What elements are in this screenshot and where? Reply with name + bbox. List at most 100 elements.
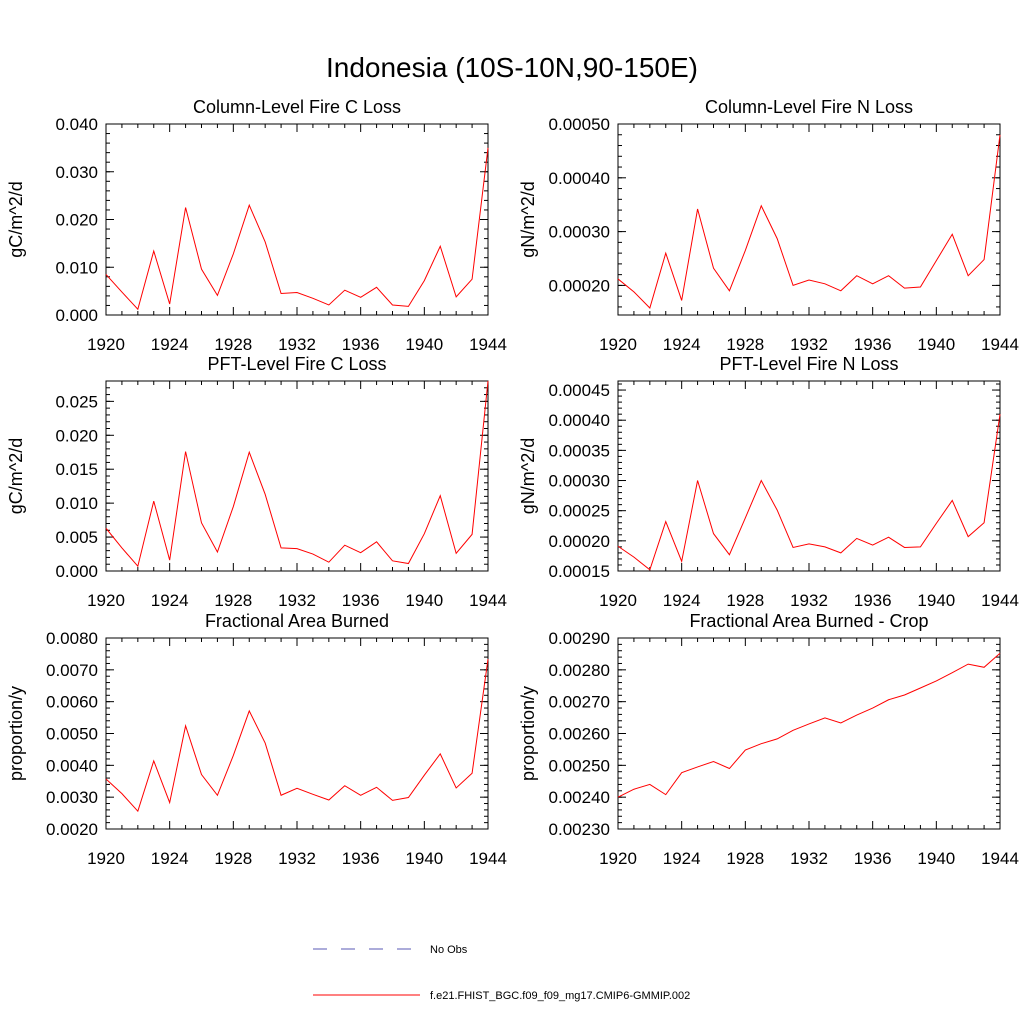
chart-panel-5: Fractional Area Burned proportion/y 1920 19… [6,611,507,868]
y-tick-label: 0.00250 [549,756,610,775]
y-tick-label: 0.00030 [549,472,610,491]
y-tick-label: 0.00035 [549,441,610,460]
x-tick-label: 1920 [87,591,125,610]
x-tick-label: 1932 [790,591,828,610]
x-tick-label: 1940 [917,335,955,354]
y-tick-label: 0.040 [55,115,98,134]
x-tick-label: 1944 [469,591,507,610]
legend-model-label: f.e21.FHIST_BGC.f09_f09_mg17.CMIP6-GMMIP… [430,990,690,1002]
plot-frame [105,380,489,572]
legend-obs-label: No Obs [430,944,468,956]
x-tick-label: 1924 [663,335,701,354]
y-tick-label: 0.00260 [549,725,610,744]
page-title: Indonesia (10S-10N,90-150E) [326,52,698,83]
chart-title: Column-Level Fire C Loss [193,97,401,117]
y-axis-label: gC/m^2/d [6,438,26,514]
series-line [617,134,1001,309]
x-tick-label: 1924 [151,335,189,354]
y-tick-label: 0.0030 [46,788,98,807]
series-line [617,652,1001,798]
x-tick-label: 1924 [663,591,701,610]
x-tick-label: 1932 [278,591,316,610]
y-tick-label: 0.00040 [549,411,610,430]
y-tick-label: 0.00240 [549,788,610,807]
y-tick-label: 0.020 [55,426,98,445]
y-tick-label: 0.025 [55,392,98,411]
x-tick-label: 1940 [405,849,443,868]
plot-frame [105,637,489,830]
x-tick-label: 1944 [469,335,507,354]
x-tick-label: 1940 [405,335,443,354]
y-tick-label: 0.000 [55,306,98,325]
y-tick-label: 0.020 [55,211,98,230]
chart-title: PFT-Level Fire C Loss [207,354,386,374]
x-tick-label: 1932 [278,849,316,868]
x-tick-label: 1920 [87,849,125,868]
y-axis-label: gN/m^2/d [518,438,538,514]
x-tick-label: 1928 [214,591,252,610]
x-tick-label: 1932 [790,335,828,354]
x-tick-label: 1944 [469,849,507,868]
y-axis-label: gN/m^2/d [518,181,538,257]
y-tick-label: 0.0020 [46,820,98,839]
y-tick-label: 0.00025 [549,502,610,521]
chart-panel-2: Column-Level Fire N Loss gN/m^2/d 1920 1924… [518,97,1019,354]
y-axis-label: proportion/y [518,686,538,781]
y-tick-label: 0.00270 [549,693,610,712]
y-axis-label: gC/m^2/d [6,181,26,257]
y-tick-label: 0.00230 [549,820,610,839]
chart-title: PFT-Level Fire N Loss [719,354,898,374]
x-tick-label: 1932 [790,849,828,868]
chart-panel-4: PFT-Level Fire N Loss gN/m^2/d 1920 1924 192… [518,354,1019,610]
y-tick-label: 0.030 [55,163,98,182]
x-tick-label: 1940 [917,591,955,610]
chart-title: Fractional Area Burned [205,611,389,631]
y-tick-label: 0.015 [55,460,98,479]
y-tick-label: 0.005 [55,528,98,547]
x-tick-label: 1936 [342,591,380,610]
x-tick-label: 1920 [599,335,637,354]
x-tick-label: 1944 [981,335,1019,354]
y-tick-label: 0.0070 [46,661,98,680]
y-tick-label: 0.00045 [549,381,610,400]
x-tick-label: 1932 [278,335,316,354]
y-tick-label: 0.00030 [549,223,610,242]
y-tick-label: 0.00015 [549,562,610,581]
x-tick-label: 1936 [854,849,892,868]
x-tick-label: 1940 [405,591,443,610]
chart-title: Fractional Area Burned - Crop [689,611,928,631]
x-tick-label: 1936 [342,335,380,354]
chart-title: Column-Level Fire N Loss [705,97,913,117]
legend: No Obs f.e21.FHIST_BGC.f09_f09_mg17.CMIP… [313,944,690,1002]
x-tick-label: 1928 [214,849,252,868]
plot-frame [617,123,1001,316]
x-tick-label: 1928 [214,335,252,354]
y-tick-label: 0.0060 [46,693,98,712]
chart-panel-3: PFT-Level Fire C Loss gC/m^2/d 1920 1924 192… [6,354,507,610]
plot-frame [617,380,1001,572]
y-tick-label: 0.00020 [549,532,610,551]
x-tick-label: 1928 [726,849,764,868]
plot-frame [617,637,1001,830]
x-tick-label: 1940 [917,849,955,868]
y-tick-label: 0.010 [55,494,98,513]
chart-panel-6: Fractional Area Burned - Crop proportion/… [518,611,1019,868]
y-tick-label: 0.0080 [46,629,98,648]
y-tick-label: 0.010 [55,258,98,277]
x-tick-label: 1924 [151,849,189,868]
x-tick-label: 1936 [342,849,380,868]
x-tick-label: 1920 [599,849,637,868]
y-axis-label: proportion/y [6,686,26,781]
x-tick-label: 1936 [854,591,892,610]
series-line [617,414,1001,571]
y-tick-label: 0.00040 [549,169,610,188]
series-line [105,658,489,813]
x-tick-label: 1924 [663,849,701,868]
y-tick-label: 0.000 [55,562,98,581]
y-tick-label: 0.0050 [46,725,98,744]
y-tick-label: 0.0040 [46,756,98,775]
x-tick-label: 1944 [981,591,1019,610]
y-tick-label: 0.00020 [549,276,610,295]
chart-panel-1: Column-Level Fire C Loss gC/m^2/d 1920 1924… [6,97,507,354]
x-tick-label: 1928 [726,591,764,610]
